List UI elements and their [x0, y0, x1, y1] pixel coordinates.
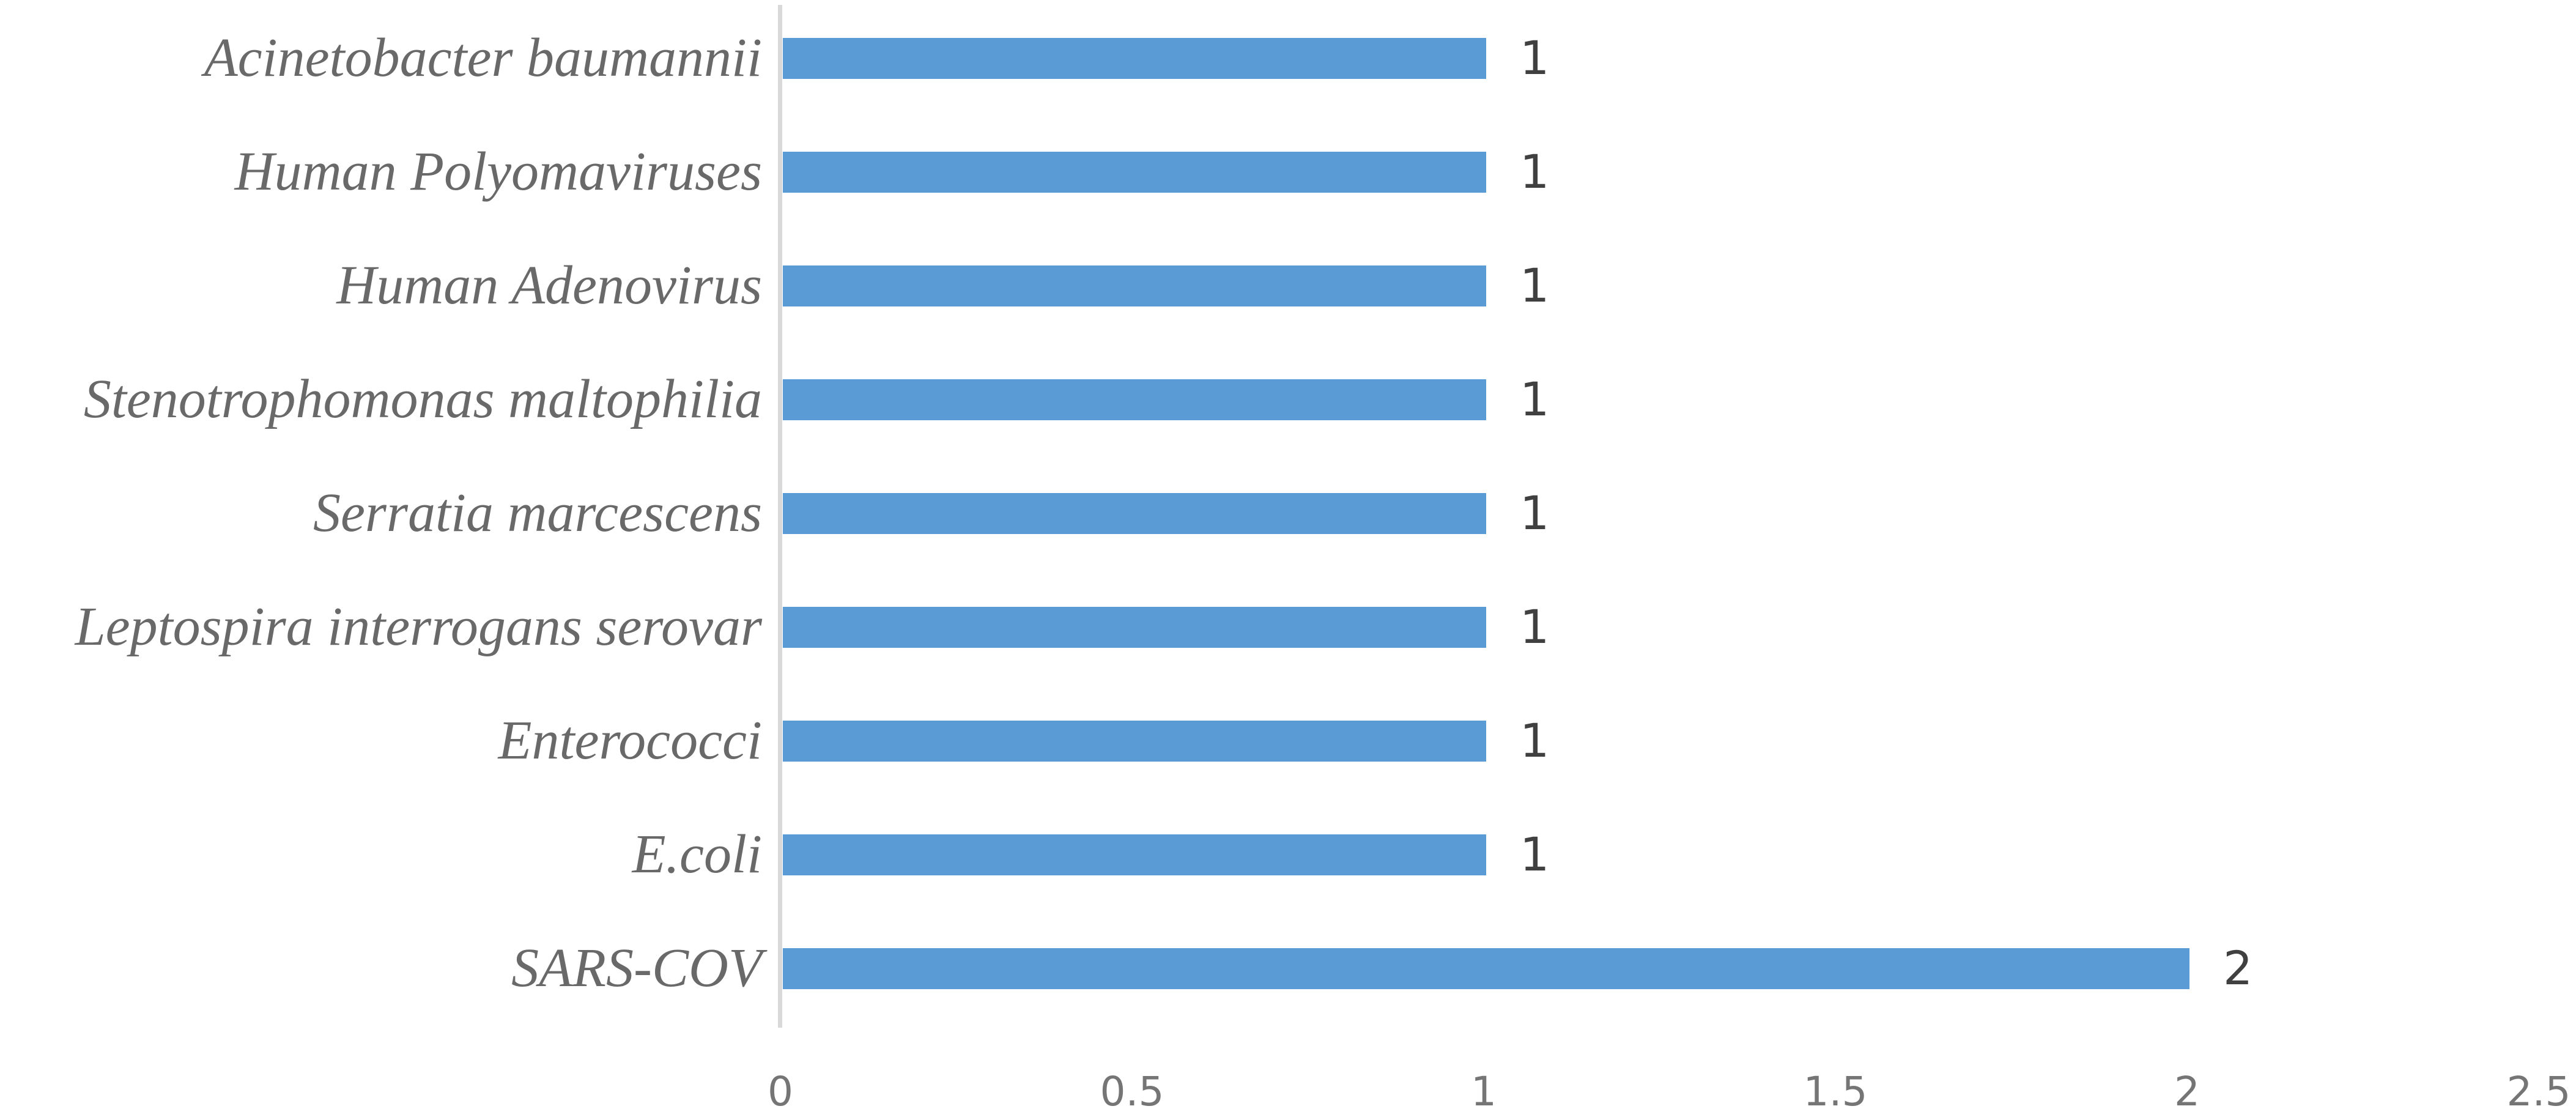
bar: [783, 492, 1486, 534]
value-label: 1: [1520, 713, 1550, 768]
category-label: Acinetobacter baumannii: [204, 28, 762, 88]
category-label: Enterococci: [498, 710, 762, 771]
chart-row: Leptospira interrogans serovar 1: [0, 570, 2576, 684]
bar: [783, 37, 1486, 79]
value-label: 1: [1520, 827, 1550, 881]
category-label: Stenotrophomonas maltophilia: [83, 369, 762, 429]
x-axis-tick-label: 1: [1471, 1068, 1497, 1115]
category-label: Human Polyomaviruses: [234, 141, 762, 202]
plot-area: 1: [783, 570, 2576, 684]
y-axis-line: [778, 5, 782, 1028]
plot-area: 2: [783, 911, 2576, 1025]
bar: [783, 834, 1486, 875]
plot-area: 1: [783, 684, 2576, 798]
chart-row: Human Polyomaviruses 1: [0, 115, 2576, 229]
category-label: Serratia marcescens: [313, 483, 762, 543]
chart-row: SARS-COV 2: [0, 911, 2576, 1025]
bar: [783, 948, 2189, 989]
x-axis-tick-label: 1.5: [1803, 1068, 1868, 1115]
bar: [783, 720, 1486, 762]
plot-area: 1: [783, 1, 2576, 115]
value-label: 1: [1520, 486, 1550, 540]
chart-row: Acinetobacter baumannii 1: [0, 1, 2576, 115]
x-axis-tick-label: 0: [768, 1068, 793, 1115]
value-label: 1: [1520, 372, 1550, 426]
bar: [783, 151, 1486, 193]
chart-row: Enterococci 1: [0, 684, 2576, 798]
x-axis-tick-label: 2.5: [2506, 1068, 2571, 1115]
chart-row: Stenotrophomonas maltophilia 1: [0, 343, 2576, 456]
value-label: 1: [1520, 258, 1550, 313]
chart-row: Human Adenovirus 1: [0, 229, 2576, 343]
plot-area: 1: [783, 456, 2576, 570]
x-axis-tick-label: 0.5: [1100, 1068, 1164, 1115]
bar: [783, 379, 1486, 420]
category-label: E.coli: [632, 824, 762, 885]
x-axis-tick-labels: 0 0.5 1 1.5 2 2.5: [0, 1072, 2576, 1117]
chart-row: Serratia marcescens 1: [0, 456, 2576, 570]
bar: [783, 606, 1486, 648]
value-label: 2: [2223, 941, 2253, 995]
category-label: Leptospira interrogans serovar: [75, 596, 762, 657]
value-label: 1: [1520, 599, 1550, 654]
plot-area: 1: [783, 229, 2576, 343]
category-label: Human Adenovirus: [336, 255, 762, 316]
plot-area: 1: [783, 343, 2576, 456]
value-label: 1: [1520, 144, 1550, 199]
bar: [783, 265, 1486, 306]
category-label: SARS-COV: [511, 938, 762, 998]
plot-area: 1: [783, 115, 2576, 229]
x-axis-tick-label: 2: [2174, 1068, 2200, 1115]
chart-row: E.coli 1: [0, 798, 2576, 911]
chart-rows: Acinetobacter baumannii 1 Human Polyomavir…: [0, 1, 2576, 1025]
value-label: 1: [1520, 31, 1550, 85]
plot-area: 1: [783, 798, 2576, 911]
